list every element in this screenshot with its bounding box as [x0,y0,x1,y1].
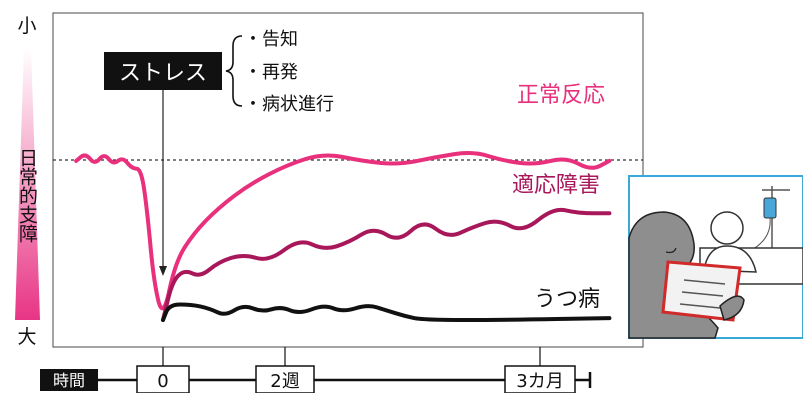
y-axis-top-label: 小 [17,15,36,37]
y-axis-bottom-label: 大 [17,326,36,348]
iv-bag-icon [763,197,777,219]
x-tick-label: 2週 [270,371,299,392]
doctor-face-icon [665,247,677,254]
series-label-adjustment-disorder: 適応障害 [512,173,600,198]
x-tick-label: 3カ月 [516,371,563,392]
series-line-depression [161,302,612,322]
x-tick-box [504,365,576,393]
clipboard-line-1 [683,279,726,285]
x-tick-label: 0 [157,371,168,392]
stressor-item-2: ・再発 [244,62,298,83]
stressor-item-1: ・告知 [244,29,298,50]
series-line-normal-reaction [74,151,612,311]
x-tick-box [136,365,190,393]
series-label-depression: うつ病 [534,287,600,312]
stressor-label-box [104,52,222,90]
stressor-label: ストレス [119,61,207,86]
clipboard-line-3 [679,303,721,309]
x-axis-ticks: 0 2週 3カ月 [136,347,576,393]
patient-head-icon [710,211,744,245]
doctor-hand-icon [719,295,745,321]
stressor-item-3: ・病状進行 [244,94,334,115]
stressor-arrow-head [159,266,167,276]
y-axis-gradient-bar [15,48,40,320]
clipboard-line-2 [681,291,724,297]
stressor-brace [225,35,243,107]
illustration-doctor-patient [628,175,803,339]
y-axis-label: 日常的支障 [16,148,38,243]
x-axis-label: 時間 [53,371,85,390]
series-line-adjustment-disorder [161,207,612,322]
series-label-normal-reaction: 正常反応 [517,83,605,108]
x-axis-label-box [40,369,98,391]
